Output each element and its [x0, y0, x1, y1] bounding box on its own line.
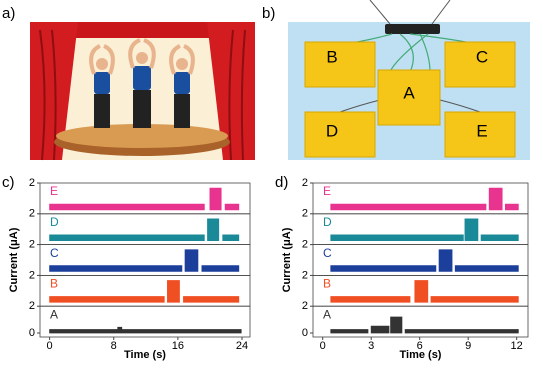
y-tick-label: 2: [29, 208, 35, 220]
legend-label: A: [50, 307, 58, 321]
trace: [49, 249, 240, 272]
y-tick-label: 2: [302, 269, 308, 281]
panel-label: a): [2, 5, 15, 22]
legend-label: D: [50, 215, 59, 229]
x-axis-label: Time (s): [124, 349, 166, 361]
pad-label: E: [476, 121, 487, 140]
x-tick-label: 12: [511, 340, 523, 352]
legend-label: E: [50, 184, 58, 198]
x-tick-label: 0: [320, 340, 326, 352]
legend-label: A: [323, 307, 331, 321]
electrode-diagram: [288, 0, 530, 160]
pad-label: C: [476, 47, 488, 66]
trace: [49, 280, 240, 303]
legend-label: B: [50, 277, 58, 291]
trace: [49, 187, 240, 211]
panel-label: c): [2, 174, 15, 191]
y-tick-label: 2: [29, 239, 35, 251]
y-tick-label: 2: [29, 269, 35, 281]
panel-label: d): [275, 174, 288, 191]
y-tick-label: 2: [29, 300, 35, 312]
row-frame: [312, 305, 529, 338]
trace: [330, 316, 519, 334]
trace: [330, 218, 519, 241]
x-tick-label: 8: [111, 340, 117, 352]
legend-label: E: [323, 184, 331, 198]
x-tick-label: 6: [417, 340, 423, 352]
y-tick-label: 2: [302, 300, 308, 312]
legend-label: B: [323, 277, 331, 291]
y-tick-label: 0: [302, 327, 308, 339]
y-axis-label: Current (μA): [8, 227, 20, 292]
y-tick-label: 2: [29, 177, 35, 189]
pad-label: A: [403, 83, 415, 102]
legend-label: C: [50, 246, 59, 260]
pad-label: D: [326, 121, 338, 140]
y-axis-label: Current (μA): [281, 227, 293, 292]
x-tick-label: 0: [47, 340, 53, 352]
x-tick-label: 3: [368, 340, 374, 352]
trace: [49, 326, 242, 334]
x-tick-label: 9: [465, 340, 471, 352]
legend-label: C: [323, 246, 332, 260]
y-tick-label: 2: [302, 177, 308, 189]
x-axis-label: Time (s): [400, 349, 442, 361]
trace: [49, 218, 240, 241]
x-tick-label: 24: [236, 340, 248, 352]
row-frame: [39, 305, 251, 338]
legend-label: D: [323, 215, 332, 229]
y-tick-label: 0: [29, 327, 35, 339]
stage-illustration: [30, 22, 255, 161]
y-tick-label: 2: [302, 208, 308, 220]
trace: [330, 280, 519, 303]
y-tick-label: 2: [302, 239, 308, 251]
trace: [330, 187, 519, 211]
panel-label: b): [262, 5, 275, 22]
pad-label: B: [326, 47, 337, 66]
trace: [330, 249, 519, 272]
x-tick-label: 16: [172, 340, 184, 352]
